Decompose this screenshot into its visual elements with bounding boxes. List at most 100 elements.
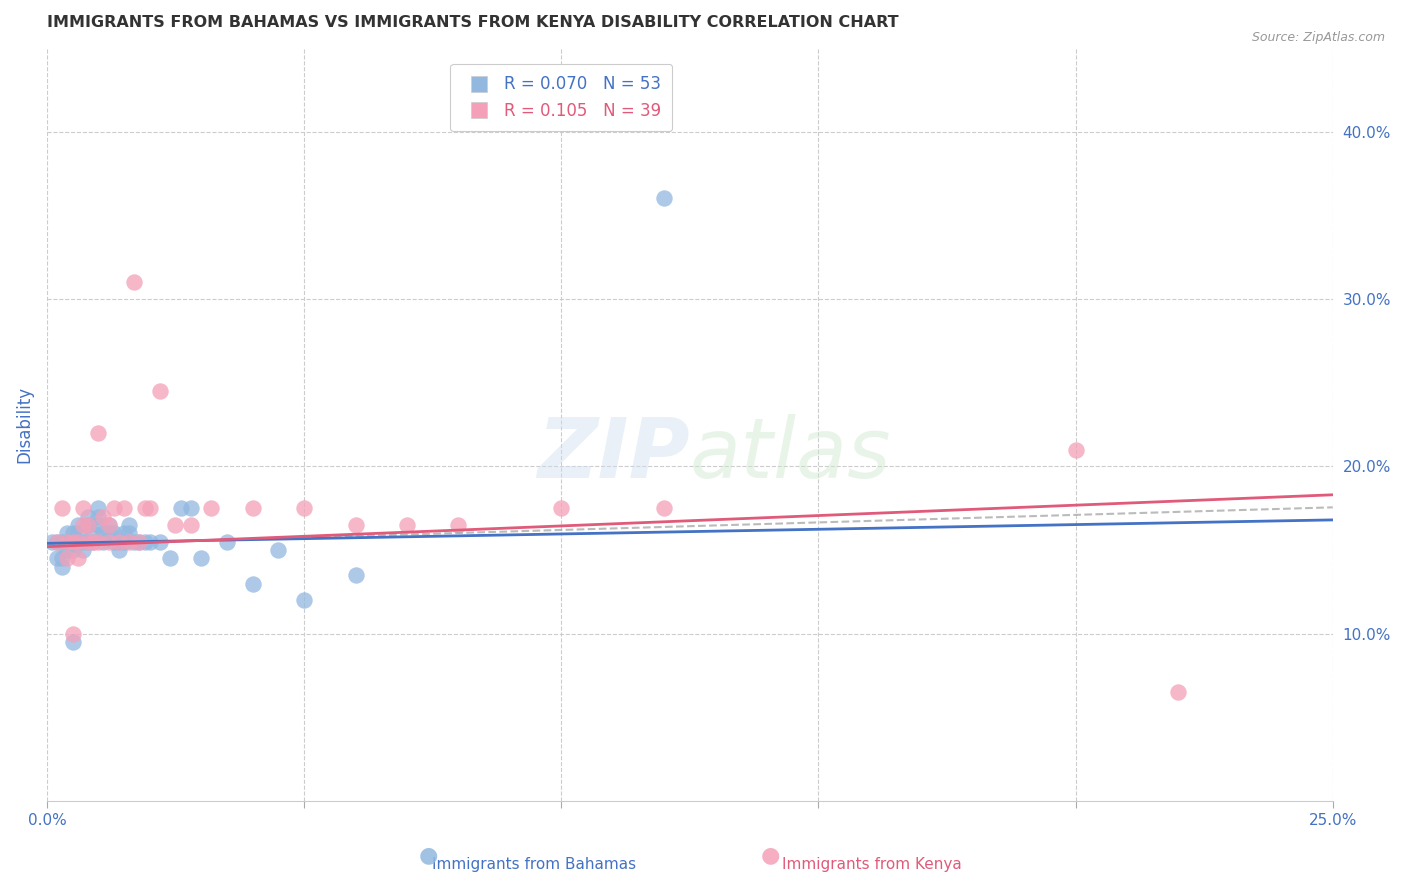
Point	[93, 509, 115, 524]
Point	[93, 526, 115, 541]
Point	[56, 543, 79, 558]
Point	[82, 534, 104, 549]
Point	[180, 517, 202, 532]
Point	[66, 551, 89, 566]
Point	[124, 534, 146, 549]
Point	[242, 576, 264, 591]
Point	[447, 517, 470, 532]
Point	[242, 501, 264, 516]
Point	[112, 534, 135, 549]
Text: ZIP: ZIP	[537, 414, 690, 495]
Point	[103, 534, 125, 549]
Point	[51, 559, 73, 574]
Point	[87, 534, 110, 549]
Point	[118, 517, 141, 532]
Text: ●: ●	[419, 846, 439, 865]
Point	[97, 526, 120, 541]
Point	[180, 501, 202, 516]
Point	[134, 534, 156, 549]
Point	[215, 534, 238, 549]
Point	[41, 534, 63, 549]
Text: Immigrants from Kenya: Immigrants from Kenya	[782, 857, 962, 872]
Point	[139, 501, 162, 516]
Point	[108, 534, 131, 549]
Point	[46, 534, 69, 549]
Point	[62, 635, 84, 649]
Point	[124, 275, 146, 289]
Point	[72, 501, 94, 516]
Point	[56, 526, 79, 541]
Point	[103, 526, 125, 541]
Point	[134, 501, 156, 516]
Point	[149, 384, 172, 398]
Point	[56, 534, 79, 549]
Point	[66, 526, 89, 541]
Point	[652, 192, 675, 206]
Point	[139, 534, 162, 549]
Point	[1167, 685, 1189, 699]
Point	[112, 501, 135, 516]
Point	[87, 517, 110, 532]
Point	[56, 534, 79, 549]
Point	[344, 568, 367, 582]
Point	[62, 534, 84, 549]
Text: Source: ZipAtlas.com: Source: ZipAtlas.com	[1251, 31, 1385, 45]
Text: atlas: atlas	[690, 414, 891, 495]
Point	[292, 501, 315, 516]
Point	[292, 593, 315, 607]
Point	[344, 517, 367, 532]
Point	[82, 526, 104, 541]
Point	[93, 534, 115, 549]
Point	[108, 534, 131, 549]
Point	[62, 543, 84, 558]
Point	[97, 534, 120, 549]
Text: Immigrants from Bahamas: Immigrants from Bahamas	[432, 857, 637, 872]
Point	[1064, 442, 1087, 457]
Point	[82, 534, 104, 549]
Point	[72, 517, 94, 532]
Point	[51, 551, 73, 566]
Point	[77, 517, 100, 532]
Point	[149, 534, 172, 549]
Point	[97, 517, 120, 532]
Point	[72, 543, 94, 558]
Point	[77, 517, 100, 532]
Point	[66, 534, 89, 549]
Point	[77, 509, 100, 524]
Text: ●: ●	[761, 846, 780, 865]
Point	[56, 551, 79, 566]
Point	[87, 501, 110, 516]
Point	[159, 551, 181, 566]
Point	[66, 534, 89, 549]
Point	[87, 509, 110, 524]
Point	[97, 517, 120, 532]
Point	[267, 543, 290, 558]
Point	[190, 551, 212, 566]
Point	[108, 543, 131, 558]
Point	[128, 534, 150, 549]
Point	[72, 534, 94, 549]
Point	[46, 551, 69, 566]
Point	[46, 534, 69, 549]
Point	[77, 534, 100, 549]
Point	[550, 501, 572, 516]
Point	[51, 534, 73, 549]
Point	[62, 534, 84, 549]
Point	[77, 534, 100, 549]
Text: IMMIGRANTS FROM BAHAMAS VS IMMIGRANTS FROM KENYA DISABILITY CORRELATION CHART: IMMIGRANTS FROM BAHAMAS VS IMMIGRANTS FR…	[46, 15, 898, 30]
Point	[118, 526, 141, 541]
Point	[62, 526, 84, 541]
Point	[118, 534, 141, 549]
Point	[103, 501, 125, 516]
Y-axis label: Disability: Disability	[15, 386, 32, 463]
Point	[87, 425, 110, 440]
Point	[66, 517, 89, 532]
Point	[652, 501, 675, 516]
Point	[62, 626, 84, 640]
Point	[169, 501, 191, 516]
Point	[112, 526, 135, 541]
Legend: R = 0.070   N = 53, R = 0.105   N = 39: R = 0.070 N = 53, R = 0.105 N = 39	[450, 63, 672, 131]
Point	[51, 501, 73, 516]
Point	[395, 517, 418, 532]
Point	[165, 517, 187, 532]
